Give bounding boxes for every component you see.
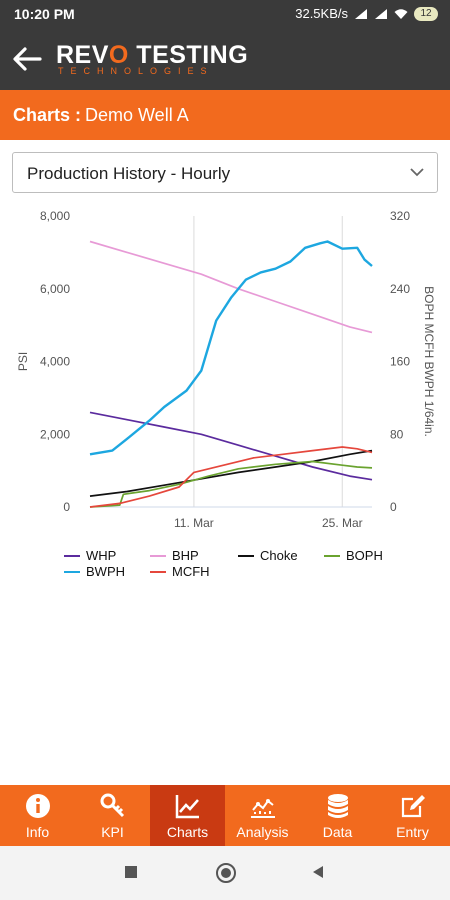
network-speed: 32.5KB/s xyxy=(295,6,348,21)
page-title-bar: Charts : Demo Well A xyxy=(0,90,450,140)
nav-data[interactable]: Data xyxy=(300,785,375,846)
legend-label-whp: WHP xyxy=(86,548,116,563)
nav-kpi[interactable]: KPI xyxy=(75,785,150,846)
x-tick-label: 11. Mar xyxy=(174,516,214,530)
nav-analysis[interactable]: Analysis xyxy=(225,785,300,846)
info-icon xyxy=(25,793,50,818)
app-bar: REVO TESTING TECHNOLOGIES xyxy=(0,28,450,90)
y-left-tick-label: 8,000 xyxy=(40,209,70,223)
wifi-icon xyxy=(394,8,408,19)
nav-charts-label: Charts xyxy=(166,823,209,840)
series-bhp-line xyxy=(89,240,373,334)
back-triangle-icon[interactable] xyxy=(310,862,324,884)
series-mcfh-line xyxy=(89,446,373,508)
database-icon xyxy=(327,793,348,818)
nav-entry[interactable]: Entry xyxy=(375,785,450,846)
chart-type-value: Production History - Hourly xyxy=(27,164,231,183)
well-name: Demo Well A xyxy=(85,105,189,125)
legend-label-mcfh: MCFH xyxy=(172,564,210,579)
chevron-down-icon xyxy=(410,168,424,177)
system-nav-bar xyxy=(0,846,450,900)
legend-label-bhp: BHP xyxy=(172,548,199,563)
signal-icon xyxy=(355,8,367,19)
series-boph-line xyxy=(89,460,373,508)
chart-type-select[interactable]: Production History - Hourly xyxy=(12,152,438,193)
status-indicators: 32.5KB/s 12 xyxy=(295,6,438,21)
edit-icon xyxy=(401,794,425,817)
nav-entry-label: Entry xyxy=(396,823,429,840)
x-tick-label: 25. Mar xyxy=(322,516,363,530)
nav-info[interactable]: Info xyxy=(0,785,75,846)
series-whp-line xyxy=(89,411,373,481)
series-choke-line xyxy=(89,449,373,497)
y-left-tick-label: 2,000 xyxy=(40,427,70,441)
status-bar: 10:20 PM 32.5KB/s 12 xyxy=(0,0,450,28)
y-right-tick-label: 0 xyxy=(390,500,397,514)
nav-kpi-label: KPI xyxy=(101,823,124,840)
legend-label-bwph: BWPH xyxy=(86,564,125,579)
y-right-axis-title: BOPH MCFH BWPH 1/64in. xyxy=(422,286,436,437)
y-right-tick-label: 320 xyxy=(390,209,410,223)
status-time: 10:20 PM xyxy=(14,6,75,22)
legend-label-choke: Choke xyxy=(260,548,298,563)
line-chart-icon xyxy=(175,794,199,818)
nav-info-label: Info xyxy=(25,823,50,840)
page-title-label: Charts : xyxy=(13,105,82,125)
y-left-tick-label: 0 xyxy=(63,500,70,514)
legend-label-boph: BOPH xyxy=(346,548,383,563)
series-bwph-line xyxy=(89,240,373,456)
y-left-tick-label: 4,000 xyxy=(40,355,70,369)
battery-icon: 12 xyxy=(414,6,438,21)
y-right-tick-label: 160 xyxy=(390,355,410,369)
production-history-chart: 8,000 6,000 4,000 2,000 0 320 240 160 80 0 11. Mar… xyxy=(16,209,436,579)
y-left-tick-label: 6,000 xyxy=(40,282,70,296)
nav-analysis-label: Analysis xyxy=(236,823,289,840)
recent-apps-icon[interactable] xyxy=(124,862,138,884)
back-arrow-icon[interactable] xyxy=(10,42,44,76)
y-right-tick-label: 80 xyxy=(390,427,404,441)
home-icon[interactable] xyxy=(215,862,237,884)
y-right-tick-label: 240 xyxy=(390,282,410,296)
revo-testing-logo: REVO TESTING TECHNOLOGIES xyxy=(56,41,249,76)
signal-icon-2 xyxy=(375,8,387,19)
nav-data-label: Data xyxy=(322,823,353,840)
bottom-nav: Info KPI Charts Analysis Data Entry xyxy=(0,785,450,846)
nav-charts[interactable]: Charts xyxy=(150,785,225,846)
key-icon xyxy=(100,793,124,817)
y-left-axis-title: PSI xyxy=(16,352,30,371)
analysis-icon xyxy=(250,798,275,818)
